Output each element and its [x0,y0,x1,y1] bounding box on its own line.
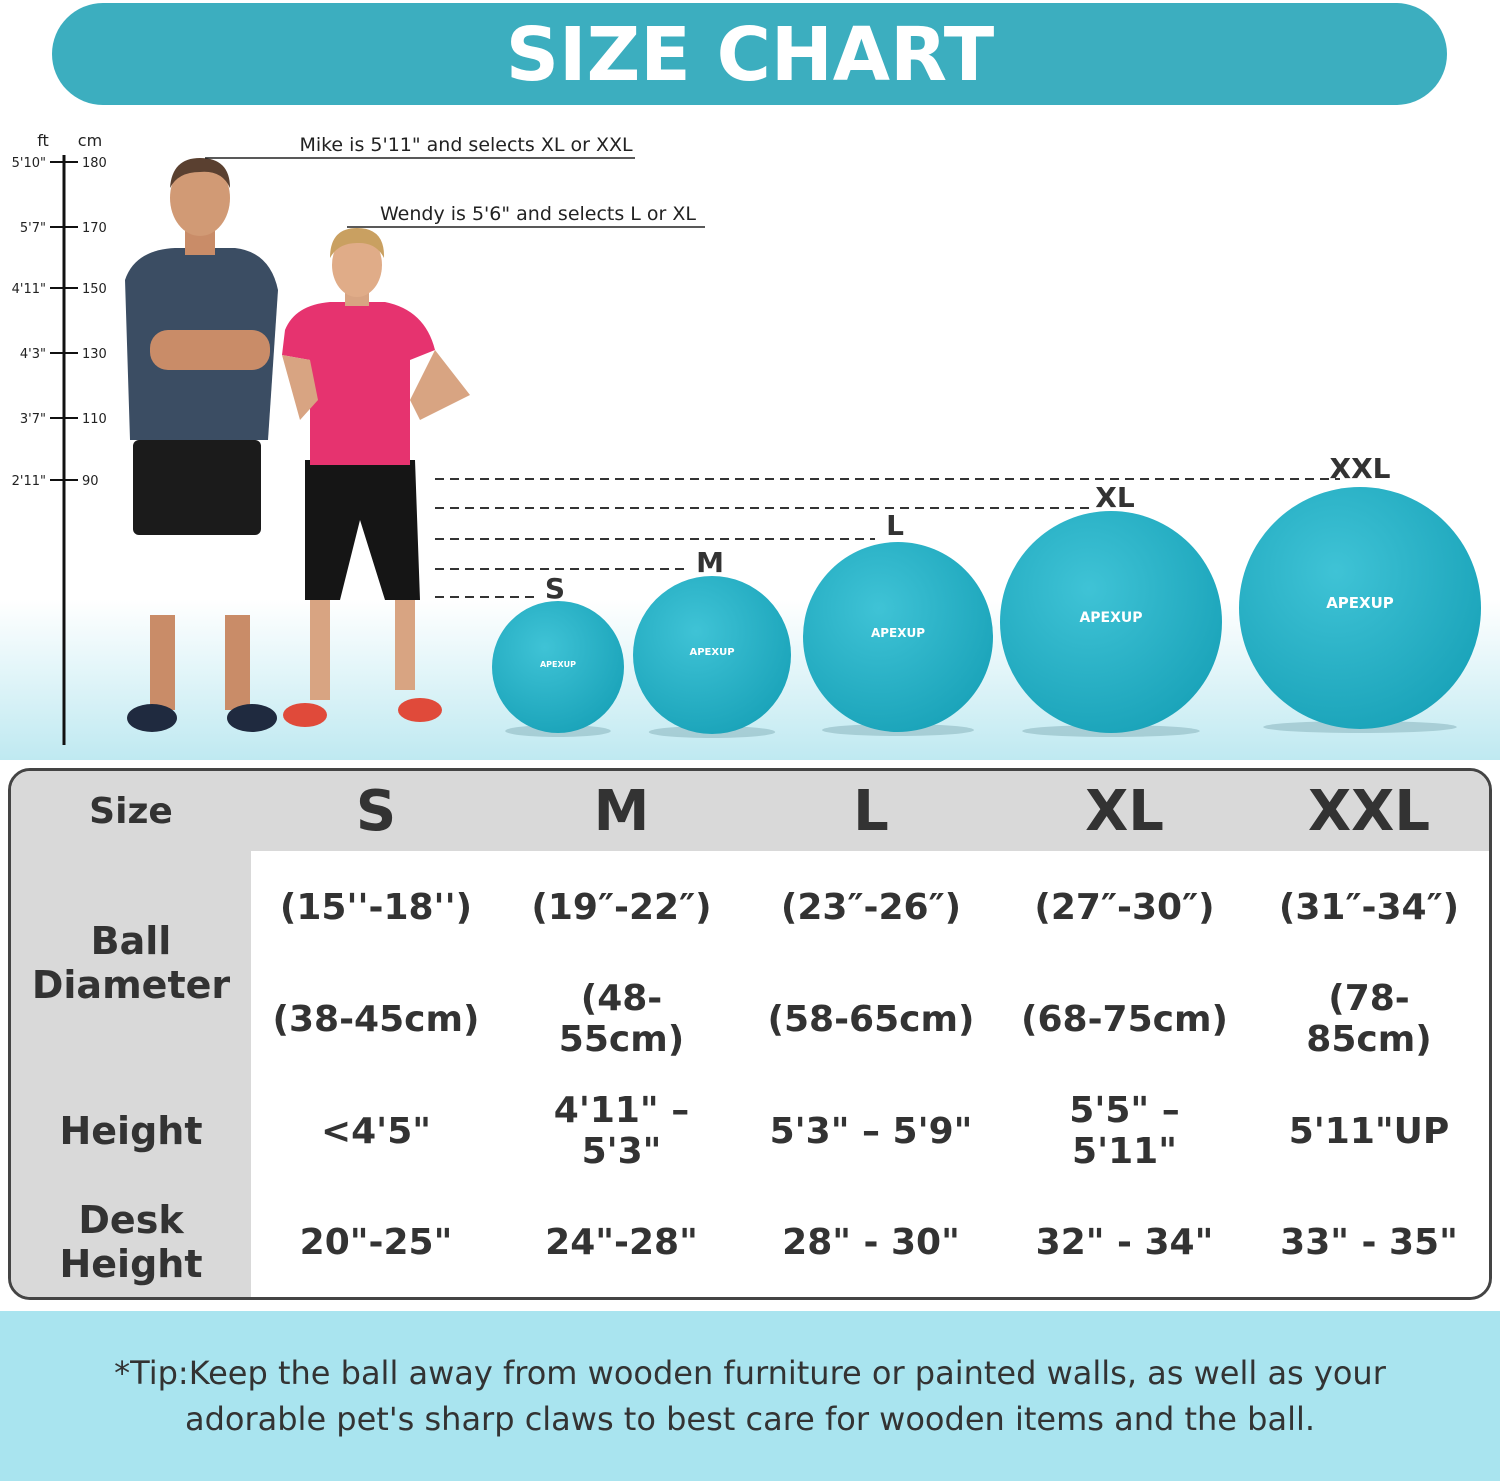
height-value: <4'5" [251,1075,504,1190]
ball-brand: APEXUP [540,660,576,669]
ball-size-label: S [545,572,565,605]
scale-ft-label: 3'7" [20,412,46,427]
woman-figure [282,228,470,727]
diameter-cm: (38-45cm) [251,963,504,1078]
desk-height-value: 24"-28" [501,1187,745,1297]
ball-brand: APEXUP [1079,610,1142,626]
size-header: XXL [1249,771,1489,854]
desk-height-value: 20"-25" [251,1187,504,1297]
ball-size-label: L [886,509,904,542]
size-header: S [251,771,504,854]
illustration: SIZE CHART ft cm 5'10" 180 5'7" 170 4'11" 150 4'3… [0,3,1500,760]
scale-cm-label: 180 [82,156,107,171]
diameter-inches: (31″-34″) [1249,851,1489,966]
scale-ft-label: 2'11" [12,474,46,489]
height-value: 4'11" – 5'3" [501,1075,745,1190]
exercise-ball [803,542,993,732]
desk-height-value: 32" - 34" [1000,1187,1252,1297]
ball-brand: APEXUP [689,647,734,658]
height-value: 5'5" – 5'11" [1000,1075,1252,1190]
diameter-inches: (27″-30″) [1000,851,1252,966]
scale-unit: ft [37,131,49,150]
size-table: Size S M L XL XXL Ball Diameter Height Desk Heig… [8,768,1492,1300]
scale-cm-label: 90 [82,474,99,489]
scale-cm-label: 110 [82,412,107,427]
diameter-inches: (23″-26″) [742,851,1003,966]
title: SIZE CHART [506,12,995,98]
size-header: M [501,771,745,854]
diameter-cm: (78-85cm) [1249,963,1489,1078]
exercise-ball [1239,487,1481,729]
height-value: 5'3" – 5'9" [742,1075,1003,1190]
desk-height-value: 33" - 35" [1249,1187,1489,1297]
diameter-cm: (48-55cm) [501,963,745,1078]
scale-ft-label: 5'7" [20,221,46,236]
row-header: Size [11,771,254,854]
diameter-cm: (58-65cm) [742,963,1003,1078]
exercise-ball [1000,511,1222,733]
diameter-cm: (68-75cm) [1000,963,1252,1078]
tip-text: *Tip:Keep the ball away from wooden furn… [114,1354,1386,1438]
size-header: L [742,771,1003,854]
desk-height-value: 28" - 30" [742,1187,1003,1297]
row-header: Height [11,1075,254,1190]
man-figure [125,158,278,732]
scale-cm-label: 170 [82,221,107,236]
annotation: Mike is 5'11" and selects XL or XXL [299,134,633,156]
ball-brand: APEXUP [1326,594,1394,612]
diameter-inches: (15''-18'') [251,851,504,966]
scale-ft-label: 4'11" [12,282,46,297]
scale-ft-label: 5'10" [12,156,46,171]
exercise-ball [633,576,791,734]
ball-size-label: M [696,546,724,579]
exercise-ball [492,601,624,733]
row-header: Desk Height [11,1187,254,1297]
ball-brand: APEXUP [871,626,925,640]
tip-band: *Tip:Keep the ball away from wooden furn… [0,1311,1500,1481]
size-header: XL [1000,771,1252,854]
scale-cm-label: 130 [82,347,107,362]
scale-ft-label: 4'3" [20,347,46,362]
scale-unit: cm [78,131,102,150]
annotation: Wendy is 5'6" and selects L or XL [380,203,696,225]
height-value: 5'11"UP [1249,1075,1489,1190]
scale-cm-label: 150 [82,282,107,297]
ball-size-label: XL [1095,481,1135,514]
diameter-inches: (19″-22″) [501,851,745,966]
title-banner [52,3,1447,105]
ball-size-label: XXL [1329,452,1390,485]
row-header: Ball Diameter [11,851,254,1078]
